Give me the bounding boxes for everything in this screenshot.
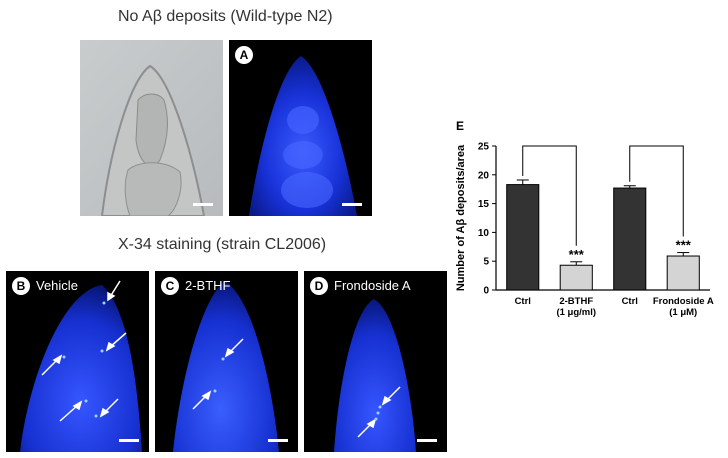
brightfield-image [80, 40, 223, 216]
title-x34-staining: X-34 staining (strain CL2006) [118, 236, 327, 253]
x-tick-label: Ctrl [622, 296, 638, 307]
scale-bar [268, 439, 288, 442]
bar [666, 255, 700, 291]
panel-badge: B [12, 277, 30, 295]
panel-label: Frondoside A [334, 278, 411, 293]
x-tick-label: 2-BTHF [559, 296, 593, 307]
x-tick-label-line2: (1 μg/ml) [556, 307, 596, 318]
fluorescence-image-c [173, 281, 279, 452]
y-tick-label: 15 [478, 199, 490, 210]
y-tick-label: 5 [483, 257, 489, 268]
comparison-bracket [629, 145, 684, 237]
y-tick-label: 25 [478, 142, 490, 153]
fluorescence-image-b [20, 280, 142, 452]
panel-label: 2-BTHF [185, 278, 231, 293]
x-tick-label: Ctrl [515, 296, 531, 307]
y-axis-label: Number of Aβ deposits/area [455, 144, 467, 291]
panel-badge: A [235, 46, 253, 64]
x-tick-label: Frondoside A [653, 296, 714, 307]
scale-bar [417, 439, 437, 442]
y-tick-label: 20 [478, 170, 490, 181]
fluorescence-image-d [334, 299, 416, 452]
panel-label: Vehicle [36, 278, 78, 293]
panel-badge: C [161, 277, 179, 295]
bar [559, 264, 593, 291]
panel-c: C 2-BTHF [155, 271, 298, 452]
panel-brightfield [80, 40, 223, 216]
y-tick-label: 0 [483, 286, 489, 297]
title-no-deposits: No Aβ deposits (Wild-type N2) [118, 8, 333, 25]
scale-bar [342, 203, 362, 206]
y-tick-label: 10 [478, 228, 490, 239]
panel-d: D Frondoside A [304, 271, 447, 452]
panel-badge: D [310, 277, 328, 295]
significance-label: *** [569, 247, 585, 262]
panel-a: A [229, 40, 372, 216]
scale-bar [119, 439, 139, 442]
comparison-bracket [522, 145, 577, 246]
bar [613, 187, 647, 291]
scale-bar [193, 203, 213, 206]
x-tick-label-line2: (1 μM) [669, 307, 697, 318]
panel-letter-e: E [456, 119, 464, 133]
fluorescence-image-a [249, 56, 357, 216]
panel-b: B Vehicle [6, 271, 149, 452]
significance-label: *** [676, 238, 692, 253]
bar [506, 184, 540, 291]
bar-chart-e: E Number of Aβ deposits/area 0 5 10 15 20 25 Ctr… [455, 119, 714, 318]
